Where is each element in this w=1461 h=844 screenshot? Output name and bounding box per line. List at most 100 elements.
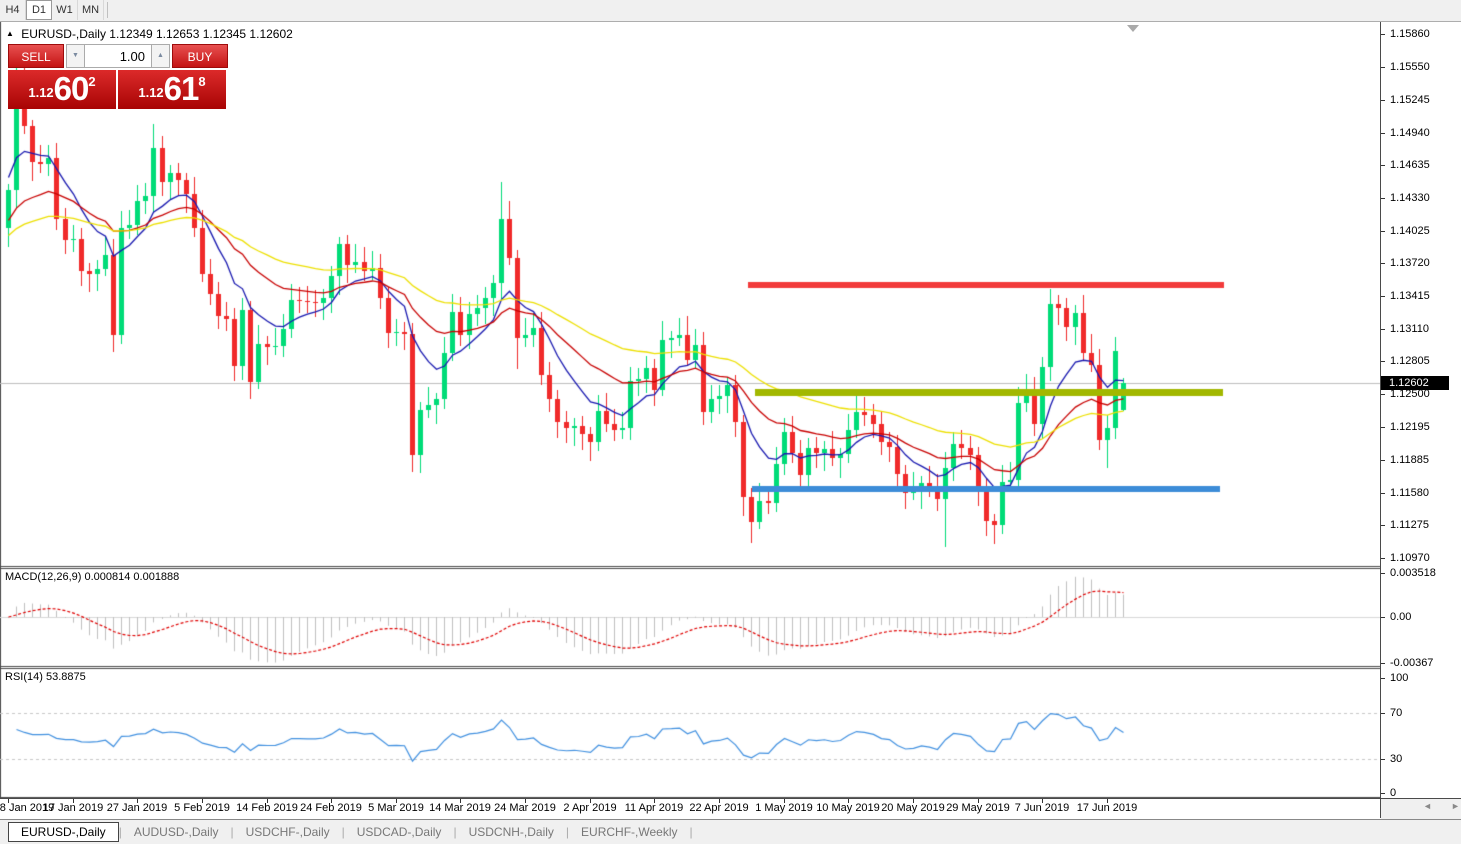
tab-separator: |	[565, 825, 570, 839]
tab-separator: |	[118, 825, 122, 839]
time-axis-tick	[654, 799, 655, 803]
time-axis-tick	[8, 799, 9, 803]
time-axis-label: 1 May 2019	[755, 802, 813, 814]
rsi-axis-label: 100	[1381, 672, 1461, 684]
toolbar-separator	[107, 2, 108, 18]
rsi-axis-label: 70	[1381, 707, 1461, 719]
time-axis-tick	[202, 799, 203, 803]
time-axis-label: 5 Mar 2019	[368, 802, 424, 814]
price-axis-label: 1.14025	[1381, 225, 1461, 237]
price-axis-label: 1.14940	[1381, 127, 1461, 139]
rsi-indicator-label: RSI(14) 53.8875	[5, 671, 86, 683]
volume-decrease-button[interactable]: ▼	[66, 44, 85, 68]
time-axis-label: 20 May 2019	[881, 802, 945, 814]
price-axis-label: 1.14330	[1381, 192, 1461, 204]
timeframe-button-w1[interactable]: W1	[52, 0, 78, 20]
macd-indicator-label: MACD(12,26,9) 0.000814 0.001888	[5, 571, 180, 583]
chart-tab-eurchf[interactable]: EURCHF-,Weekly	[581, 825, 678, 839]
time-axis-label: 10 May 2019	[816, 802, 880, 814]
macd-axis-label: 0.00	[1381, 611, 1461, 623]
timeframe-toolbar: H4 D1 W1 MN	[0, 0, 1461, 22]
price-axis[interactable]: 1.15860 1.15550 1.15245 1.14940 1.14635 1.143…	[1381, 22, 1461, 818]
chart-ohlc-values: 1.12349 1.12653 1.12345 1.12602	[109, 27, 293, 41]
chart-tab-usdcnh[interactable]: USDCNH-,Daily	[468, 825, 554, 839]
price-axis-label: 1.15860	[1381, 28, 1461, 40]
chart-tab-usdcad[interactable]: USDCAD-,Daily	[356, 825, 442, 839]
volume-input[interactable]	[85, 44, 151, 68]
price-axis-label: 1.15245	[1381, 94, 1461, 106]
timeframe-button-h4[interactable]: H4	[0, 0, 26, 20]
time-axis-label: 24 Feb 2019	[300, 802, 362, 814]
time-axis-label: 14 Mar 2019	[429, 802, 491, 814]
rsi-axis-label: 30	[1381, 753, 1461, 765]
time-axis-label: 5 Feb 2019	[174, 802, 230, 814]
time-axis-tick	[784, 799, 785, 803]
time-axis-label: 27 Jan 2019	[106, 802, 168, 814]
time-axis-label: 11 Apr 2019	[624, 802, 684, 814]
scroll-left-icon[interactable]: ◄	[1423, 801, 1432, 811]
time-axis-label: 29 May 2019	[946, 802, 1010, 814]
time-axis-tick	[525, 799, 526, 803]
scroll-right-icon[interactable]: ►	[1451, 801, 1460, 811]
one-click-trading-widget: SELL ▼ ▲ BUY 1.12602 1.12618	[8, 44, 228, 109]
chart-tab-bar: EURUSD-,Daily | AUDUSD-,Daily | USDCHF-,Dail…	[0, 819, 1461, 844]
time-axis-tick	[590, 799, 591, 803]
axis-separator	[1380, 22, 1381, 818]
sell-button[interactable]: SELL	[8, 44, 64, 68]
buy-button[interactable]: BUY	[172, 44, 228, 68]
price-axis-label: 1.12805	[1381, 355, 1461, 367]
price-axis-label: 1.13720	[1381, 257, 1461, 269]
time-axis-tick	[1107, 799, 1108, 803]
time-axis-label: 17 Jun 2019	[1076, 802, 1138, 814]
time-axis-label: 2 Apr 2019	[563, 802, 617, 814]
collapse-trade-panel-icon[interactable]: ▲	[6, 29, 14, 38]
time-axis-tick	[719, 799, 720, 803]
macd-axis-label: -0.00367	[1381, 657, 1461, 669]
time-axis-tick	[848, 799, 849, 803]
timeframe-button-d1[interactable]: D1	[26, 0, 52, 20]
buy-price-main: 61	[163, 70, 200, 107]
timeframe-button-mn[interactable]: MN	[78, 0, 104, 20]
chart-tab-audusd[interactable]: AUDUSD-,Daily	[133, 825, 219, 839]
time-axis-tick	[331, 799, 332, 803]
volume-increase-button[interactable]: ▲	[151, 44, 170, 68]
tab-separator: |	[689, 825, 693, 839]
price-axis-label: 1.11885	[1381, 454, 1461, 466]
time-axis-tick	[137, 799, 138, 803]
sell-price-prefix: 1.12	[28, 85, 54, 100]
chart-title: ▲ EURUSD-,Daily 1.12349 1.12653 1.12345 …	[6, 27, 293, 41]
buy-price-pip: 8	[198, 74, 206, 89]
macd-axis-label: 0.003518	[1381, 567, 1461, 579]
time-axis-label: 7 Jun 2019	[1014, 802, 1070, 814]
time-axis-tick	[978, 799, 979, 803]
price-axis-label: 1.12500	[1381, 388, 1461, 400]
rsi-axis-label: 0	[1381, 787, 1461, 799]
scrollbar-corner: ◄ ►	[1381, 798, 1461, 820]
price-axis-label: 1.13110	[1381, 323, 1461, 335]
price-axis-label: 1.12195	[1381, 421, 1461, 433]
time-axis[interactable]: 8 Jan 2019 17 Jan 2019 27 Jan 2019 5 Feb 20…	[0, 798, 1380, 819]
buy-price-panel[interactable]: 1.12618	[118, 70, 226, 109]
price-axis-label: 1.15550	[1381, 61, 1461, 73]
price-axis-label: 1.11580	[1381, 487, 1461, 499]
tab-separator: |	[453, 825, 457, 839]
sell-price-main: 60	[53, 70, 90, 107]
chart-shift-marker-icon[interactable]	[1127, 25, 1139, 32]
chart-canvas[interactable]	[0, 22, 1380, 798]
time-axis-tick	[913, 799, 914, 803]
price-axis-label: 1.11275	[1381, 519, 1461, 531]
chart-tab-usdchf[interactable]: USDCHF-,Daily	[245, 825, 330, 839]
chart-symbol-label: EURUSD-,Daily	[21, 27, 106, 41]
time-axis-label: 14 Feb 2019	[236, 802, 298, 814]
time-axis-tick	[267, 799, 268, 803]
time-axis-label: 22 Apr 2019	[689, 802, 749, 814]
price-axis-label: 1.13415	[1381, 290, 1461, 302]
current-price-badge: 1.12602	[1381, 376, 1449, 391]
time-axis-tick	[1042, 799, 1043, 803]
time-axis-tick	[396, 799, 397, 803]
time-axis-tick	[73, 799, 74, 803]
sell-price-panel[interactable]: 1.12602	[8, 70, 116, 109]
time-axis-label: 8 Jan 2019	[0, 802, 55, 814]
tab-separator: |	[230, 825, 234, 839]
chart-tab-eurusd[interactable]: EURUSD-,Daily	[8, 822, 119, 842]
